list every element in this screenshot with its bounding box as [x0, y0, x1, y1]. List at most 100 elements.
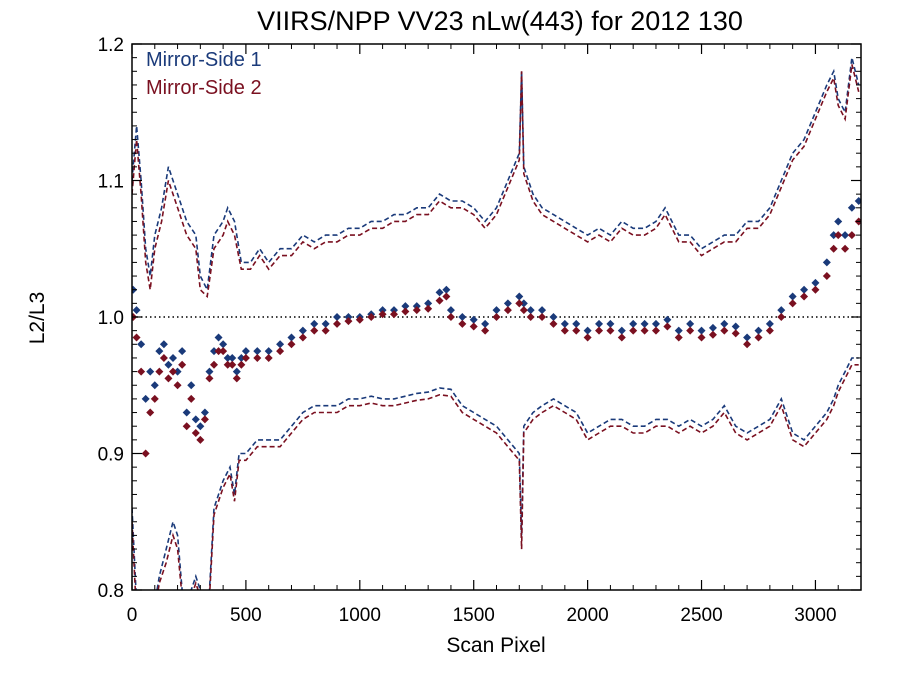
data-point: [469, 322, 478, 331]
data-point: [137, 367, 146, 376]
data-point: [765, 319, 774, 328]
data-point: [617, 333, 626, 342]
data-point: [232, 374, 241, 383]
data-point: [223, 353, 232, 362]
data-point: [595, 326, 604, 335]
data-point: [191, 429, 200, 438]
data-point: [526, 313, 535, 321]
data-point: [253, 353, 262, 362]
data-point: [141, 449, 150, 458]
data-point: [492, 313, 501, 321]
data-point: [187, 381, 196, 390]
x-tick-label: 2500: [680, 605, 722, 626]
data-point: [132, 306, 141, 315]
chart-title: VIIRS/NPP VV23 nLw(443) for 2012 130: [257, 6, 743, 36]
data-point: [196, 435, 205, 444]
x-tick-label: 1000: [339, 605, 381, 626]
data-point: [800, 292, 809, 301]
data-point: [469, 315, 478, 324]
data-point: [237, 353, 246, 362]
data-point: [442, 292, 451, 301]
data-point: [720, 319, 729, 328]
data-point: [223, 360, 232, 369]
data-point: [841, 231, 850, 240]
data-point: [287, 340, 296, 349]
data-point: [355, 315, 364, 324]
data-point: [640, 319, 649, 328]
data-point: [173, 367, 182, 376]
data-point: [435, 288, 444, 297]
data-point: [442, 285, 451, 294]
data-point: [519, 306, 528, 315]
data-point: [458, 319, 467, 328]
data-point: [205, 367, 214, 376]
data-point: [788, 292, 797, 301]
data-point: [788, 299, 797, 308]
data-point: [412, 302, 421, 311]
data-point: [606, 319, 615, 328]
data-point: [178, 347, 187, 356]
data-point: [164, 360, 173, 369]
x-tick-label: 2000: [566, 605, 608, 626]
data-point: [276, 340, 285, 349]
x-tick-label: 500: [230, 605, 262, 626]
data-point: [526, 306, 535, 315]
data-point: [841, 244, 850, 253]
x-tick-label: 1500: [453, 605, 495, 626]
data-point: [640, 326, 649, 335]
data-point: [538, 313, 547, 321]
data-point: [210, 347, 219, 356]
data-point: [847, 231, 856, 240]
data-point: [765, 326, 774, 335]
data-point: [164, 374, 173, 383]
data-point: [538, 306, 547, 315]
legend: Mirror-Side 1 Mirror-Side 2: [146, 49, 262, 99]
data-point: [253, 347, 262, 356]
x-axis-label: Scan Pixel: [446, 634, 545, 657]
data-point: [276, 347, 285, 356]
data-point: [200, 408, 209, 417]
data-point: [150, 381, 159, 390]
data-point: [560, 319, 569, 328]
data-point: [595, 319, 604, 328]
data-point: [549, 319, 558, 328]
data-point: [333, 319, 342, 328]
data-point: [205, 374, 214, 383]
data-point: [344, 317, 353, 326]
data-point: [173, 381, 182, 390]
data-point: [743, 340, 752, 349]
data-point: [697, 333, 706, 342]
data-point: [515, 292, 524, 301]
data-point: [367, 313, 376, 321]
data-point: [560, 326, 569, 335]
data-point: [720, 326, 729, 335]
data-point: [481, 319, 490, 328]
data-point: [446, 306, 455, 315]
data-point: [182, 422, 191, 431]
y-tick-label: 0.9: [98, 445, 124, 466]
data-point: [708, 330, 717, 339]
data-point: [389, 306, 398, 315]
data-point: [378, 306, 387, 315]
data-point: [264, 353, 273, 362]
data-point: [822, 258, 831, 267]
data-point: [854, 196, 861, 205]
series-line-3: [132, 64, 860, 299]
data-point: [606, 326, 615, 335]
data-point: [159, 340, 168, 349]
data-point: [228, 353, 237, 362]
legend-entry-ms2: Mirror-Side 2: [146, 77, 262, 99]
data-point: [321, 326, 330, 335]
data-point: [777, 313, 786, 321]
data-point: [219, 340, 228, 349]
data-point: [287, 333, 296, 342]
data-point: [169, 367, 178, 376]
y-axis-label: L2/L3: [26, 292, 49, 345]
legend-entry-ms1: Mirror-Side 1: [146, 49, 262, 71]
data-point: [834, 217, 843, 226]
data-point: [708, 323, 717, 332]
data-point: [196, 422, 205, 431]
data-point: [847, 203, 856, 212]
data-point: [228, 360, 237, 369]
